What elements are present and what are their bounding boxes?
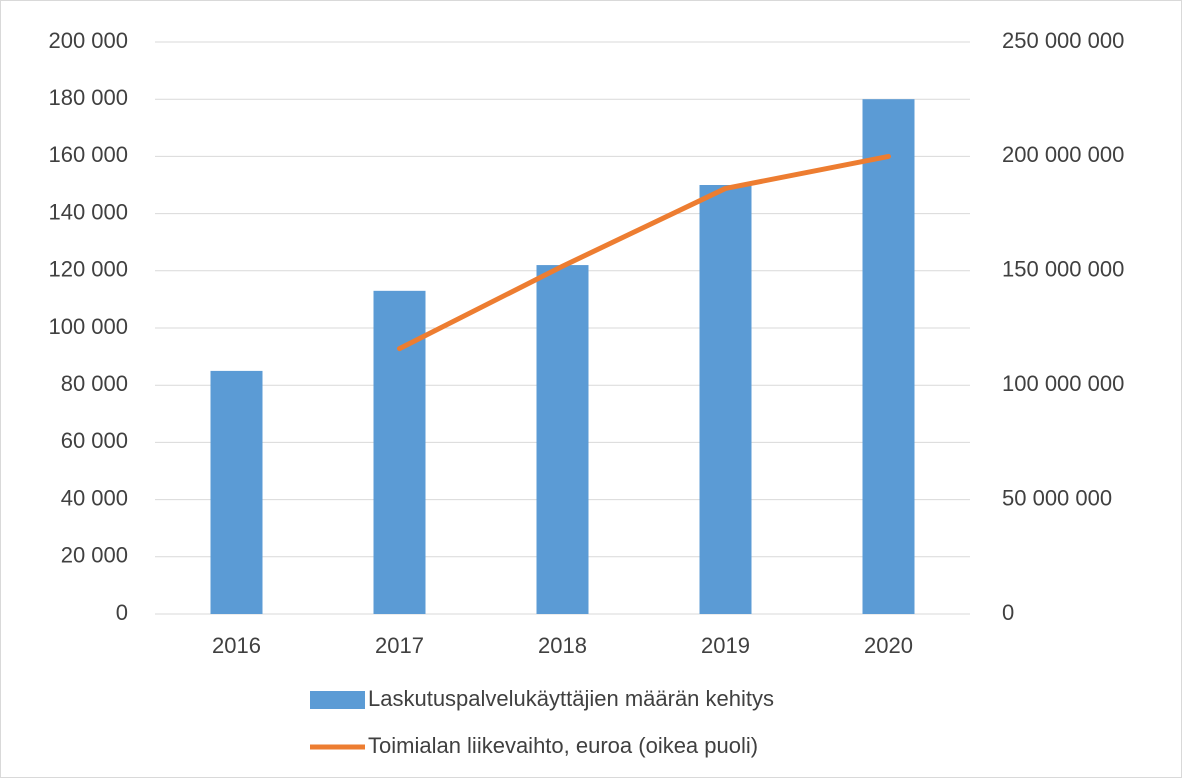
line [397, 153, 891, 352]
y-tick-label: 20 000 [61, 543, 128, 568]
y-tick-label: 200 000 [48, 28, 128, 53]
legend-label: Laskutuspalvelukäyttäjien määrän kehitys [368, 686, 774, 711]
bar [536, 265, 589, 614]
y-tick-label: 120 000 [48, 257, 128, 282]
x-tick-label: 2020 [864, 633, 913, 658]
bar [210, 370, 263, 614]
x-tick-label: 2019 [701, 633, 750, 658]
y2-tick-label: 200 000 000 [1002, 142, 1124, 167]
x-tick-label: 2017 [375, 633, 424, 658]
y-tick-label: 0 [116, 600, 128, 625]
bar [373, 290, 426, 614]
bar [862, 99, 915, 614]
y-tick-label: 80 000 [61, 371, 128, 396]
y2-tick-label: 100 000 000 [1002, 371, 1124, 396]
y-tick-label: 60 000 [61, 428, 128, 453]
y-tick-label: 160 000 [48, 142, 128, 167]
y-tick-label: 40 000 [61, 485, 128, 510]
x-tick-label: 2018 [538, 633, 587, 658]
x-tick-label: 2016 [212, 633, 261, 658]
y2-tick-label: 150 000 000 [1002, 257, 1124, 282]
y2-tick-label: 50 000 000 [1002, 485, 1112, 510]
y-tick-label: 100 000 [48, 314, 128, 339]
legend-label: Toimialan liikevaihto, euroa (oikea puol… [368, 733, 758, 758]
y-tick-label: 180 000 [48, 85, 128, 110]
y2-tick-label: 250 000 000 [1002, 28, 1124, 53]
bar [699, 185, 752, 614]
legend-swatch [310, 691, 365, 709]
y-tick-label: 140 000 [48, 199, 128, 224]
y2-tick-label: 0 [1002, 600, 1014, 625]
